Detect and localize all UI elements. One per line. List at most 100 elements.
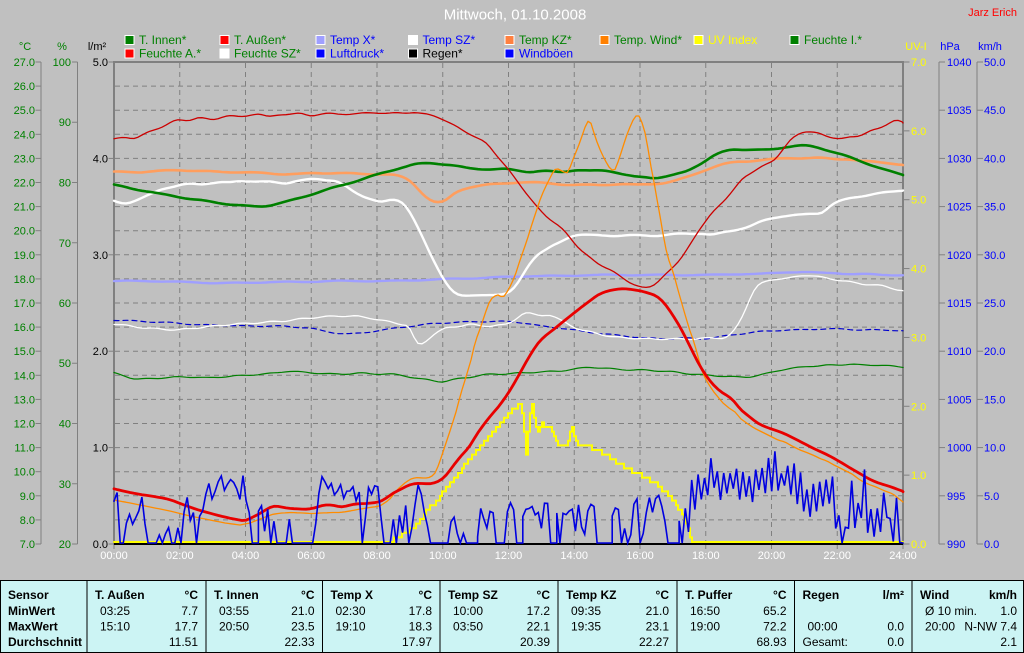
svg-text:20.39: 20.39 [520, 635, 550, 649]
svg-text:UV Index: UV Index [708, 33, 757, 47]
svg-text:3.0: 3.0 [93, 250, 108, 262]
svg-text:17.2: 17.2 [527, 604, 551, 618]
svg-text:Feuchte SZ*: Feuchte SZ* [234, 47, 301, 61]
svg-text:4.0: 4.0 [911, 264, 926, 276]
svg-text:90: 90 [59, 117, 71, 129]
svg-text:°C: °C [773, 588, 787, 602]
svg-text:Windböen: Windböen [519, 47, 573, 61]
svg-text:02:30: 02:30 [336, 604, 366, 618]
svg-text:70: 70 [59, 238, 71, 250]
svg-text:2.0: 2.0 [911, 401, 926, 413]
svg-text:l/m²: l/m² [883, 588, 904, 602]
svg-text:1000: 1000 [947, 443, 971, 455]
svg-text:10.0: 10.0 [14, 467, 35, 479]
svg-text:°C: °C [185, 588, 199, 602]
svg-text:5.0: 5.0 [93, 57, 108, 69]
svg-text:1005: 1005 [947, 394, 971, 406]
svg-text:7.0: 7.0 [20, 539, 35, 551]
svg-text:5.0: 5.0 [984, 491, 999, 503]
svg-text:1030: 1030 [947, 153, 971, 165]
svg-text:14:00: 14:00 [560, 550, 588, 562]
svg-text:0.0: 0.0 [887, 635, 904, 649]
svg-text:17.0: 17.0 [14, 298, 35, 310]
svg-text:Temp X: Temp X [331, 588, 373, 602]
svg-text:km/h: km/h [989, 588, 1017, 602]
svg-text:80: 80 [59, 178, 71, 190]
svg-text:25.0: 25.0 [984, 298, 1005, 310]
svg-text:MaxWert: MaxWert [8, 620, 58, 634]
svg-text:0.0: 0.0 [887, 620, 904, 634]
svg-text:T. Innen: T. Innen [214, 588, 259, 602]
svg-text:25.0: 25.0 [14, 105, 35, 117]
svg-text:17.97: 17.97 [402, 635, 432, 649]
svg-text:09:35: 09:35 [571, 604, 601, 618]
svg-text:15.0: 15.0 [984, 394, 1005, 406]
svg-text:00:00: 00:00 [808, 620, 838, 634]
svg-text:20:00: 20:00 [758, 550, 786, 562]
svg-text:13.0: 13.0 [14, 394, 35, 406]
svg-text:N-NW 7.4: N-NW 7.4 [964, 620, 1017, 634]
svg-text:T. Innen*: T. Innen* [139, 33, 187, 47]
svg-text:19.0: 19.0 [14, 250, 35, 262]
svg-text:1.0: 1.0 [1000, 604, 1017, 618]
svg-text:22.33: 22.33 [284, 635, 314, 649]
svg-text:Temp SZ: Temp SZ [448, 588, 498, 602]
svg-text:40: 40 [59, 419, 71, 431]
svg-text:19:35: 19:35 [571, 620, 601, 634]
svg-text:65.2: 65.2 [763, 604, 787, 618]
svg-text:24:00: 24:00 [889, 550, 917, 562]
svg-text:%: % [57, 41, 67, 53]
svg-text:1040: 1040 [947, 57, 971, 69]
svg-text:30: 30 [59, 479, 71, 491]
svg-text:22.1: 22.1 [527, 620, 551, 634]
svg-text:19:00: 19:00 [690, 620, 720, 634]
svg-text:3.0: 3.0 [911, 332, 926, 344]
svg-text:T. Außen*: T. Außen* [234, 33, 286, 47]
svg-text:20:00: 20:00 [925, 620, 955, 634]
svg-text:Durchschnitt: Durchschnitt [8, 635, 82, 649]
svg-text:T. Außen: T. Außen [95, 588, 145, 602]
svg-text:24.0: 24.0 [14, 129, 35, 141]
svg-text:11.0: 11.0 [14, 443, 35, 455]
svg-text:03:55: 03:55 [219, 604, 249, 618]
svg-text:Mittwoch, 01.10.2008: Mittwoch, 01.10.2008 [444, 7, 587, 24]
svg-text:0.0: 0.0 [911, 539, 926, 551]
svg-text:02:00: 02:00 [166, 550, 194, 562]
svg-text:45.0: 45.0 [984, 105, 1005, 117]
svg-text:0.0: 0.0 [984, 539, 999, 551]
svg-text:18:00: 18:00 [692, 550, 720, 562]
svg-text:°C: °C [419, 588, 433, 602]
svg-text:10:00: 10:00 [429, 550, 457, 562]
svg-text:°C: °C [656, 588, 670, 602]
svg-text:17.7: 17.7 [175, 620, 199, 634]
svg-text:1020: 1020 [947, 250, 971, 262]
svg-text:50.0: 50.0 [984, 57, 1005, 69]
svg-text:30.0: 30.0 [984, 250, 1005, 262]
svg-text:km/h: km/h [978, 41, 1002, 53]
svg-text:1035: 1035 [947, 105, 971, 117]
svg-text:7.7: 7.7 [181, 604, 198, 618]
svg-text:1010: 1010 [947, 346, 971, 358]
svg-text:21.0: 21.0 [646, 604, 670, 618]
svg-text:22.27: 22.27 [639, 635, 669, 649]
svg-text:23.5: 23.5 [291, 620, 315, 634]
svg-text:10:00: 10:00 [453, 604, 483, 618]
svg-text:19:10: 19:10 [336, 620, 366, 634]
svg-text:14.0: 14.0 [14, 370, 35, 382]
svg-text:990: 990 [947, 539, 965, 551]
svg-text:21.0: 21.0 [291, 604, 315, 618]
svg-text:16:50: 16:50 [690, 604, 720, 618]
svg-text:27.0: 27.0 [14, 57, 35, 69]
svg-text:10.0: 10.0 [984, 443, 1005, 455]
svg-text:Regen*: Regen* [423, 47, 463, 61]
svg-text:Temp KZ*: Temp KZ* [519, 33, 572, 47]
svg-text:16:00: 16:00 [626, 550, 654, 562]
svg-text:20.0: 20.0 [14, 226, 35, 238]
svg-text:20.0: 20.0 [984, 346, 1005, 358]
svg-text:03:25: 03:25 [100, 604, 130, 618]
svg-text:9.0: 9.0 [20, 491, 35, 503]
svg-text:T. Puffer: T. Puffer [685, 588, 733, 602]
svg-text:Gesamt:: Gesamt: [803, 635, 848, 649]
svg-text:11.51: 11.51 [169, 635, 198, 649]
svg-text:Feuchte A.*: Feuchte A.* [139, 47, 201, 61]
